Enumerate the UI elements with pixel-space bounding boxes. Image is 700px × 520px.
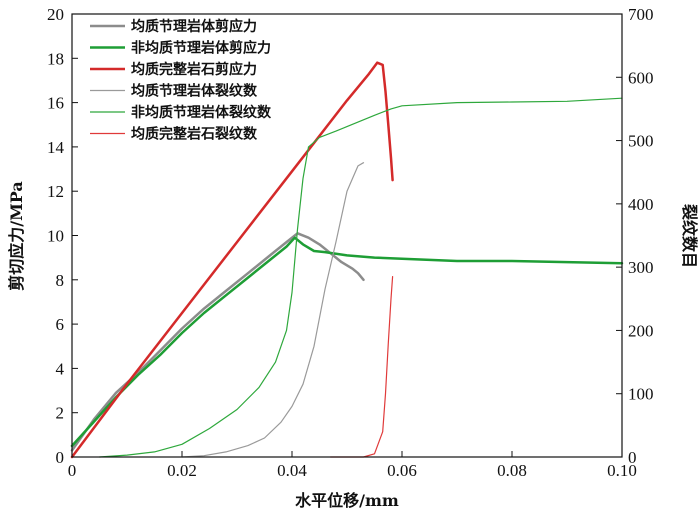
series-line-2: [70, 236, 624, 448]
x-tick-label: 0.02: [167, 461, 197, 480]
y-left-tick-label: 4: [56, 359, 65, 378]
plot-frame: [71, 13, 623, 458]
x-tick-label: 0.04: [277, 461, 307, 480]
y-right-axis-title: 裂纹数目: [680, 203, 699, 268]
series-line-1: [70, 232, 365, 452]
y-left-tick-label: 10: [47, 227, 64, 246]
x-axis-title: 水平位移/mm: [295, 491, 399, 510]
series-line-6: [329, 276, 394, 458]
series-layer: [70, 61, 624, 459]
y-right-tick-label: 500: [628, 132, 654, 151]
legend-label-2: 非均质节理岩体剪应力: [131, 40, 271, 57]
series-line-5: [98, 97, 623, 458]
legend-label-5: 非均质节理岩体裂纹数: [131, 104, 272, 121]
y-left-tick-label: 20: [47, 5, 64, 24]
y-left-axis-title: 剪切应力/MPa: [7, 181, 26, 291]
y-left-tick-label: 14: [47, 138, 65, 157]
y-left-tick-label: 2: [56, 404, 65, 423]
y-left-tick-label: 18: [47, 49, 64, 68]
x-tick-label: 0.06: [387, 461, 417, 480]
x-tick-label: 0.10: [607, 461, 637, 480]
legend-label-4: 均质节理岩体裂纹数: [131, 83, 258, 100]
y-right-tick-label: 700: [628, 5, 654, 24]
series-line-4: [181, 162, 365, 458]
y-right-tick-label: 200: [628, 321, 654, 340]
legend: 均质节理岩体剪应力非均质节理岩体剪应力均质完整岩石剪应力均质节理岩体裂纹数非均质…: [90, 18, 272, 143]
y-right-tick-label: 300: [628, 258, 654, 277]
legend-label-1: 均质节理岩体剪应力: [131, 18, 257, 35]
y-right-tick-label: 600: [628, 68, 654, 87]
y-left-tick-label: 8: [56, 271, 65, 290]
y-right-tick-label: 0: [628, 448, 637, 467]
x-tick-label: 0.08: [497, 461, 527, 480]
series-line-3: [70, 61, 394, 459]
y-right-tick-label: 400: [628, 195, 654, 214]
y-left-tick-label: 0: [56, 448, 65, 467]
legend-label-6: 均质完整岩石裂纹数: [131, 126, 258, 143]
x-tick-label: 0: [68, 461, 77, 480]
y-left-tick-label: 6: [56, 315, 65, 334]
y-left-tick-label: 16: [47, 94, 64, 113]
y-left-tick-label: 12: [47, 182, 64, 201]
ticks-layer: 0 0.02 0.04 0.06 0.08 0.100246810121416182001…: [47, 5, 654, 480]
y-right-tick-label: 100: [628, 385, 654, 404]
legend-label-3: 均质完整岩石剪应力: [131, 61, 257, 78]
